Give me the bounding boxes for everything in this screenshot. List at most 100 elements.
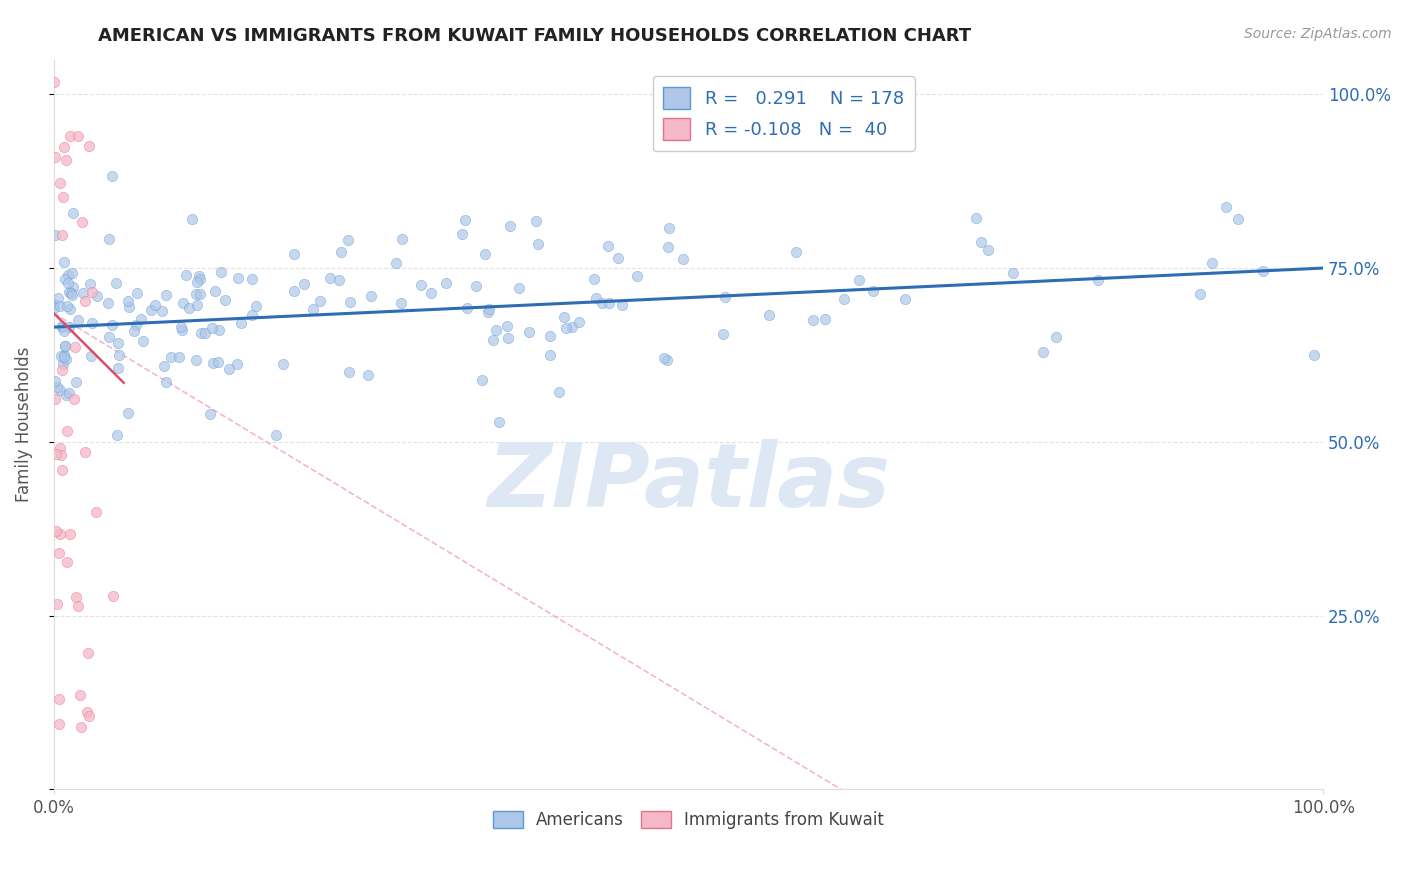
Point [538,329,561,343]
Point [184,352,207,367]
Point [228,270,250,285]
Point [55,388,77,402]
Point [97,295,120,310]
Point [153,359,176,373]
Point [45,524,67,538]
Point [98,330,121,344]
Point [44,150,66,164]
Legend: Americans, Immigrants from Kuwait: Americans, Immigrants from Kuwait [486,804,890,836]
Point [49,527,72,541]
Point [60,288,83,302]
Point [172,295,194,310]
Point [1032,345,1054,359]
Point [496,318,519,333]
Point [186,298,208,312]
Point [170,320,193,334]
Point [108,348,131,362]
Point [499,219,522,233]
Point [478,301,501,316]
Point [49,448,72,462]
Point [187,268,209,283]
Point [832,292,855,306]
Point [309,293,332,308]
Point [894,292,917,306]
Point [1201,256,1223,270]
Point [207,355,229,369]
Text: Source: ZipAtlas.com: Source: ZipAtlas.com [1244,27,1392,41]
Point [172,323,194,337]
Point [100,318,122,332]
Point [229,316,252,330]
Point [65,375,87,389]
Point [965,211,987,226]
Point [69,688,91,702]
Point [496,331,519,345]
Point [63,392,86,407]
Point [319,271,342,285]
Point [98,232,121,246]
Point [188,287,211,301]
Point [49,349,72,363]
Point [51,462,73,476]
Point [58,320,80,334]
Point [160,350,183,364]
Point [484,324,506,338]
Point [56,299,79,313]
Point [46,291,69,305]
Point [240,309,263,323]
Point [548,384,571,399]
Point [45,380,67,394]
Point [42,297,65,311]
Point [218,361,240,376]
Point [302,302,325,317]
Point [63,340,86,354]
Point [465,279,488,293]
Point [434,276,457,290]
Point [139,303,162,318]
Point [555,321,578,335]
Point [150,303,173,318]
Point [785,244,807,259]
Point [75,444,97,458]
Point [184,287,207,301]
Point [1045,330,1067,344]
Point [125,285,148,300]
Point [49,383,72,397]
Point [101,169,124,183]
Point [51,362,73,376]
Point [652,351,675,366]
Point [69,720,91,734]
Point [711,326,734,341]
Point [186,275,208,289]
Point [42,301,65,315]
Point [672,252,695,266]
Point [245,299,267,313]
Point [56,555,79,569]
Point [59,526,82,541]
Point [44,228,66,243]
Point [471,373,494,387]
Point [56,276,79,290]
Point [59,302,82,317]
Point [86,288,108,302]
Point [143,297,166,311]
Point [657,240,679,254]
Point [58,285,80,300]
Point [391,232,413,246]
Point [76,705,98,719]
Point [657,353,679,368]
Point [201,321,224,335]
Point [385,256,408,270]
Point [70,215,93,229]
Point [45,447,67,461]
Point [60,285,83,300]
Point [155,375,177,389]
Point [526,237,548,252]
Point [48,717,70,731]
Point [610,298,633,312]
Point [214,293,236,307]
Point [488,416,510,430]
Point [977,243,1000,257]
Point [848,272,870,286]
Point [538,348,561,362]
